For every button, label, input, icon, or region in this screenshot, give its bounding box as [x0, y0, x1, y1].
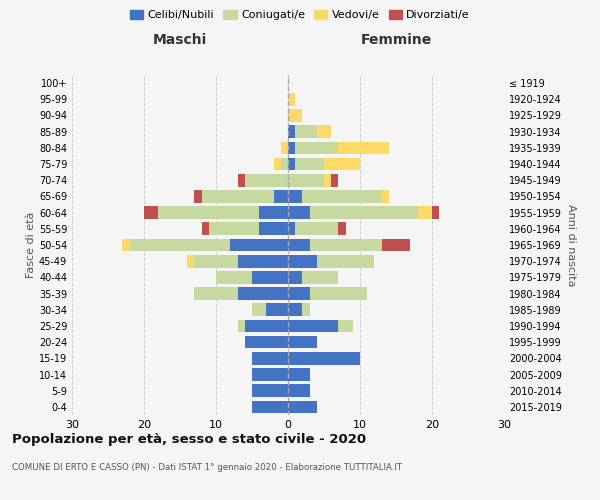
- Bar: [194, 190, 202, 202]
- Bar: [382, 190, 389, 202]
- Text: Popolazione per età, sesso e stato civile - 2020: Popolazione per età, sesso e stato civil…: [12, 432, 366, 446]
- Bar: [252, 271, 288, 283]
- Bar: [338, 222, 346, 235]
- Bar: [238, 320, 245, 332]
- Bar: [288, 288, 310, 300]
- Bar: [194, 255, 238, 268]
- Bar: [130, 238, 230, 252]
- Bar: [288, 352, 360, 364]
- Bar: [331, 174, 338, 186]
- Bar: [266, 304, 288, 316]
- Bar: [144, 206, 158, 219]
- Bar: [259, 206, 288, 219]
- Bar: [288, 158, 295, 170]
- Bar: [302, 271, 338, 283]
- Bar: [288, 109, 302, 122]
- Bar: [209, 222, 259, 235]
- Legend: Celibi/Nubili, Coniugati/e, Vedovi/e, Divorziati/e: Celibi/Nubili, Coniugati/e, Vedovi/e, Di…: [125, 6, 475, 25]
- Bar: [274, 190, 288, 202]
- Bar: [317, 255, 374, 268]
- Y-axis label: Fasce di età: Fasce di età: [26, 212, 36, 278]
- Bar: [252, 304, 266, 316]
- Text: COMUNE DI ERTO E CASSO (PN) - Dati ISTAT 1° gennaio 2020 - Elaborazione TUTTITAL: COMUNE DI ERTO E CASSO (PN) - Dati ISTAT…: [12, 462, 402, 471]
- Bar: [295, 158, 324, 170]
- Y-axis label: Anni di nascita: Anni di nascita: [566, 204, 575, 286]
- Bar: [274, 158, 281, 170]
- Bar: [238, 174, 245, 186]
- Bar: [302, 190, 382, 202]
- Bar: [310, 288, 367, 300]
- Bar: [288, 320, 338, 332]
- Bar: [252, 384, 288, 397]
- Bar: [295, 126, 317, 138]
- Bar: [288, 93, 295, 106]
- Bar: [122, 238, 130, 252]
- Bar: [259, 222, 288, 235]
- Bar: [317, 126, 331, 138]
- Bar: [288, 400, 317, 413]
- Bar: [295, 222, 338, 235]
- Bar: [288, 222, 295, 235]
- Bar: [288, 206, 310, 219]
- Bar: [238, 288, 288, 300]
- Text: Maschi: Maschi: [153, 34, 207, 48]
- Bar: [288, 255, 317, 268]
- Bar: [288, 142, 295, 154]
- Bar: [216, 271, 252, 283]
- Bar: [338, 142, 389, 154]
- Bar: [295, 142, 338, 154]
- Bar: [432, 206, 439, 219]
- Bar: [202, 190, 274, 202]
- Bar: [187, 255, 194, 268]
- Bar: [288, 336, 317, 348]
- Bar: [418, 206, 432, 219]
- Bar: [238, 255, 288, 268]
- Text: Femmine: Femmine: [361, 34, 431, 48]
- Bar: [288, 304, 302, 316]
- Bar: [382, 238, 410, 252]
- Bar: [158, 206, 259, 219]
- Bar: [281, 142, 288, 154]
- Bar: [252, 368, 288, 381]
- Bar: [288, 368, 310, 381]
- Bar: [281, 158, 288, 170]
- Bar: [245, 336, 288, 348]
- Bar: [230, 238, 288, 252]
- Bar: [245, 320, 288, 332]
- Bar: [288, 126, 295, 138]
- Bar: [288, 190, 302, 202]
- Bar: [288, 384, 310, 397]
- Bar: [324, 174, 331, 186]
- Bar: [288, 174, 324, 186]
- Bar: [338, 320, 353, 332]
- Bar: [194, 288, 238, 300]
- Bar: [310, 206, 418, 219]
- Bar: [324, 158, 360, 170]
- Bar: [310, 238, 382, 252]
- Bar: [245, 174, 288, 186]
- Bar: [288, 271, 302, 283]
- Bar: [252, 352, 288, 364]
- Bar: [202, 222, 209, 235]
- Bar: [288, 238, 310, 252]
- Bar: [252, 400, 288, 413]
- Bar: [302, 304, 310, 316]
